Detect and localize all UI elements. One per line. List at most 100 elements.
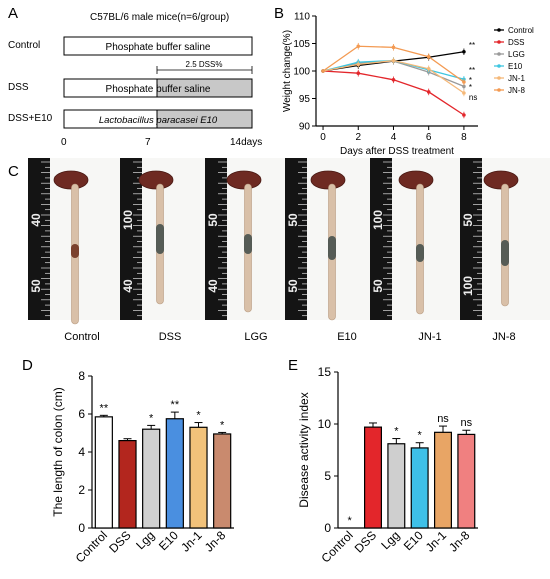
e-bar-DSS: [364, 426, 383, 529]
d-bar-DSS: [118, 440, 137, 529]
ruler-mark: 40: [206, 279, 220, 293]
ruler-mark: 50: [371, 279, 385, 293]
dss-bar-text: Phosphate buffer saline: [106, 84, 211, 95]
b-legend-label: JN-1: [508, 74, 525, 83]
e-x-tick-label: Jn-1: [423, 528, 450, 555]
colon-photo-strip: 40 50 100 40 50 40 50 50 100 50 50 100 Control DSS LGG…: [28, 158, 550, 343]
ruler: [120, 158, 142, 320]
colon-group-label: DSS: [159, 331, 182, 343]
d-y-tick-label: 8: [78, 369, 85, 383]
b-legend-label: Control: [508, 26, 534, 35]
d-sig-mark: *: [196, 410, 201, 422]
d-x-tick-label: DSS: [106, 528, 133, 555]
d-y-tick-label: 0: [78, 521, 85, 535]
control-bar-text: Phosphate buffer saline: [106, 42, 211, 53]
b-legend-label: DSS: [508, 38, 524, 47]
colon-lesion: [156, 224, 164, 254]
b-y-tick-label: 100: [293, 67, 310, 78]
b-x-label: Days after DSS treatment: [340, 146, 454, 157]
ruler-mark: 100: [121, 210, 135, 230]
d-x-tick-label: Jn-1: [178, 528, 205, 555]
b-legend-dot: [497, 88, 501, 92]
e-sig-mark: *: [348, 515, 353, 527]
b-legend-label: JN-8: [508, 86, 525, 95]
ruler-mark: 40: [29, 213, 43, 227]
dss-bar-shade: [156, 78, 253, 98]
panel-a-letter: A: [8, 5, 18, 22]
d-sig-mark: *: [149, 412, 154, 424]
e-y-tick-label: 0: [324, 521, 331, 535]
ruler: [28, 158, 50, 320]
colon-lesion: [501, 240, 509, 266]
ruler-mark: 50: [286, 279, 300, 293]
b-x-tick-label: 8: [461, 132, 467, 143]
colon-group-label: JN-8: [492, 331, 515, 343]
d-y-tick-label: 2: [78, 483, 85, 497]
cecum: [483, 170, 519, 190]
b-sig-mark: **: [469, 41, 475, 50]
colon-lesion: [416, 244, 424, 262]
b-sig-mark: *: [469, 76, 472, 85]
e-x-tick-label: Lgg: [378, 528, 402, 552]
e-sig-mark: ns: [437, 413, 449, 425]
e-sig-mark: ns: [461, 417, 473, 429]
colon-lesion: [328, 236, 336, 260]
group-label-dss-e10: DSS+E10: [8, 113, 53, 124]
d-y-label: The length of colon (cm): [51, 387, 65, 516]
b-sig-mark: *: [469, 83, 472, 92]
b-x-tick-label: 2: [355, 132, 361, 143]
b-y-tick-label: 105: [293, 39, 310, 50]
group-label-dss: DSS: [8, 82, 29, 93]
e-x-tick-label: DSS: [352, 528, 379, 555]
b-point-JN-8: [321, 69, 325, 73]
b-legend-dot: [497, 64, 501, 68]
timeline-14: 14days: [230, 137, 262, 148]
ruler-mark: 50: [286, 213, 300, 227]
cecum: [138, 170, 174, 190]
panel-e-letter: E: [288, 357, 298, 374]
e-sig-mark: *: [418, 430, 423, 442]
e-bar-Jn-1: [434, 431, 453, 529]
panel-a-title: C57BL/6 male mice(n=6/group): [90, 12, 229, 23]
cecum: [310, 170, 346, 190]
ruler: [285, 158, 307, 320]
b-legend-label: E10: [508, 62, 523, 71]
b-legend-label: LGG: [508, 50, 525, 59]
d-x-tick-label: Jn-8: [202, 528, 229, 555]
ruler-mark: 100: [371, 210, 385, 230]
colon-lesion: [71, 244, 79, 258]
timeline-7: 7: [145, 137, 151, 148]
ruler: [460, 158, 482, 320]
e-bar-E10: [410, 447, 429, 529]
b-y-tick-label: 110: [294, 12, 310, 23]
e-x-tick-label: Jn-8: [446, 528, 473, 555]
group-label-control: Control: [8, 40, 40, 51]
ruler-mark: 50: [29, 279, 43, 293]
e-bar-Jn-8: [457, 433, 476, 529]
b-y-tick-label: 95: [299, 94, 311, 105]
e-sig-mark: *: [394, 426, 399, 438]
e-y-tick-label: 15: [318, 365, 332, 379]
ruler: [205, 158, 227, 320]
cecum: [53, 170, 89, 190]
ruler: [370, 158, 392, 320]
d-y-tick-label: 4: [78, 445, 85, 459]
colon-lesion: [244, 234, 252, 254]
colon-group-label: JN-1: [418, 331, 441, 343]
b-sig-mark: ns: [469, 93, 477, 102]
d-sig-mark: *: [220, 419, 225, 431]
weight-change-chart: 90 95 100 105 110 0 2 4 6 8 Days after DSS treatme…: [282, 12, 534, 158]
b-legend-dot: [497, 28, 501, 32]
d-bar-Jn-1: [189, 426, 208, 529]
colon-group-label: Control: [64, 331, 99, 343]
control-bar: [63, 36, 253, 56]
e-bar-Lgg: [387, 443, 406, 529]
b-x-tick-label: 4: [391, 132, 397, 143]
d-sig-mark: **: [100, 402, 109, 414]
cecum: [398, 170, 434, 190]
d-bar-E10: [165, 418, 184, 529]
b-y-tick-label: 90: [299, 122, 311, 133]
